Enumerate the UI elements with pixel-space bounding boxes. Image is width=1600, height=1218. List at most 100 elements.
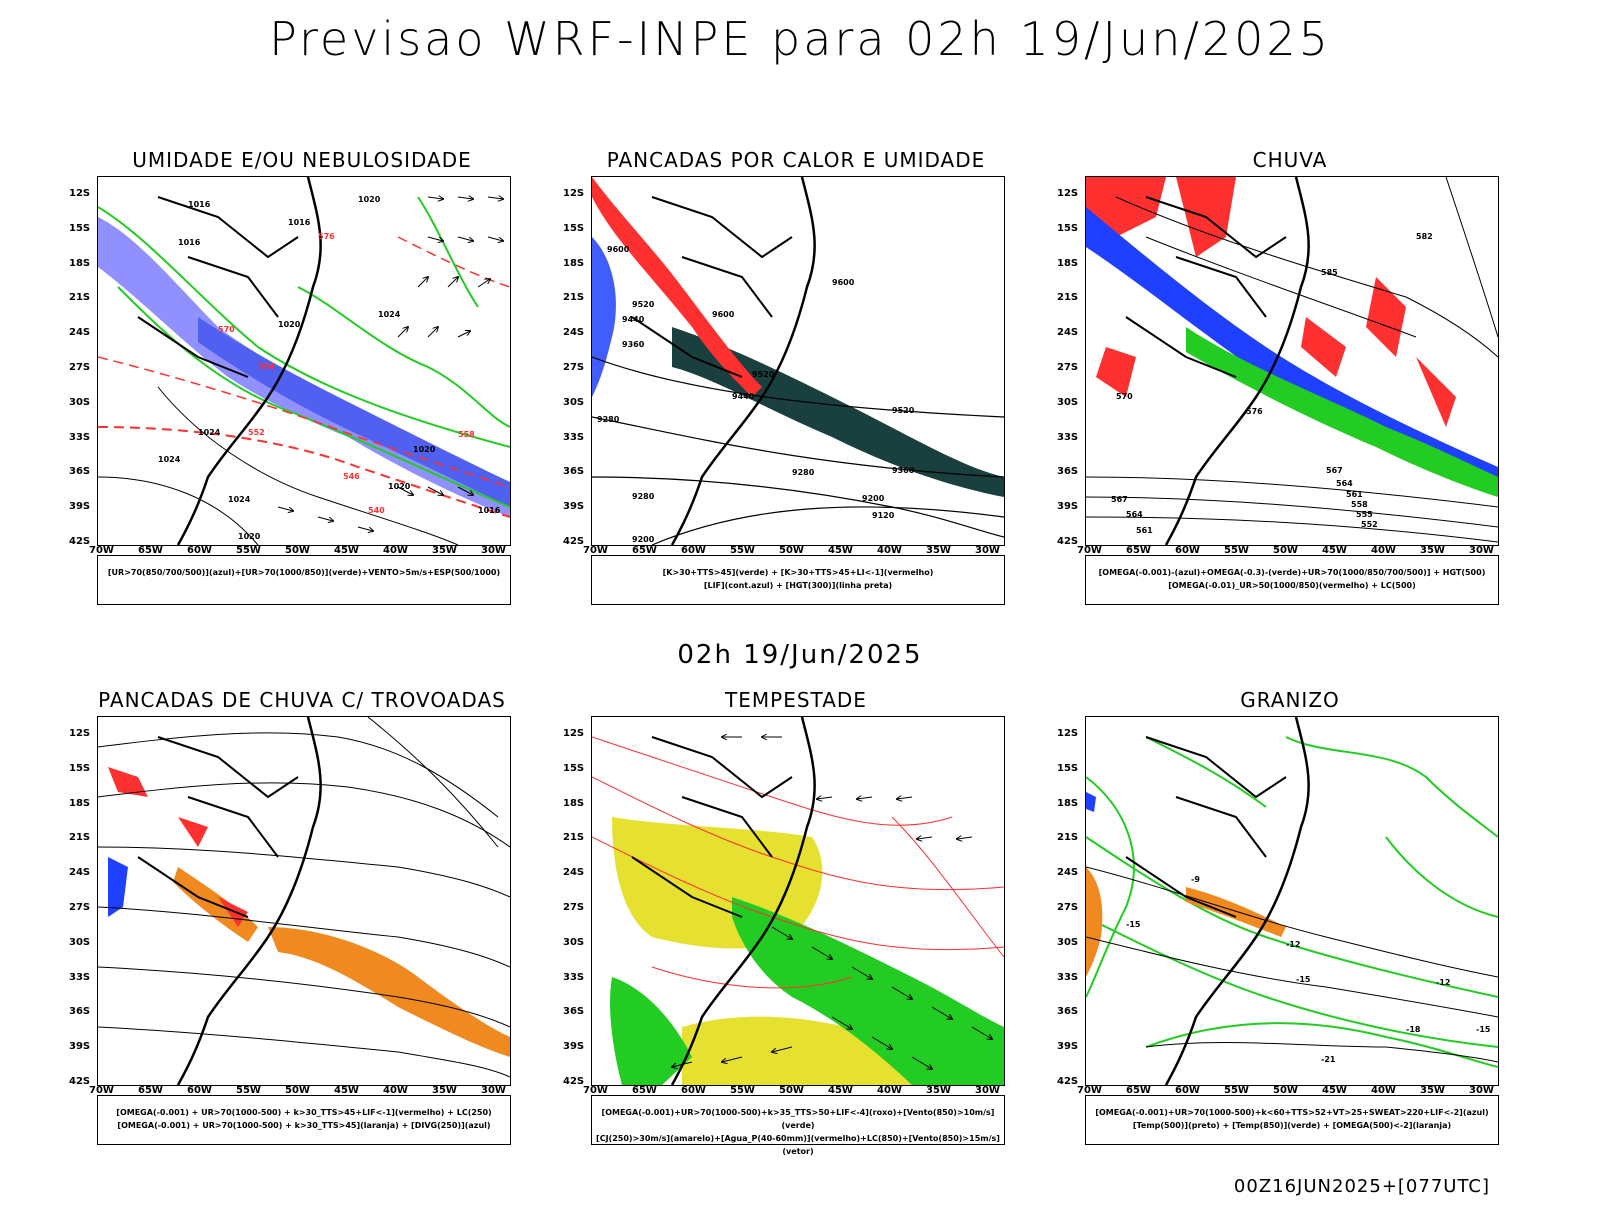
legend-line: [OMEGA(-0.001) + UR>70(1000-500) + k>30_… — [117, 1121, 491, 1130]
strong-instability-area — [592, 177, 762, 397]
lat-label: 21S — [1057, 832, 1079, 844]
lon-label: 30W — [481, 545, 506, 556]
contour-label: 570 — [1116, 392, 1133, 401]
lon-label: 55W — [236, 545, 261, 556]
lat-label: 33S — [563, 971, 585, 983]
contour-label: 1024 — [228, 495, 251, 504]
lat-label: 33S — [69, 971, 91, 983]
panel-hail: GRANIZO -9 -12 — [1030, 688, 1550, 1218]
lon-label: 50W — [1273, 545, 1298, 556]
contour-label: -15 — [1126, 920, 1141, 929]
lat-label: 42S — [563, 536, 585, 547]
map-frame — [97, 716, 511, 1086]
lon-label: 55W — [730, 545, 755, 556]
lon-label: 40W — [1371, 1085, 1396, 1096]
lat-label: 15S — [563, 762, 585, 774]
lon-label: 65W — [1126, 545, 1151, 556]
hail-map: -9 -12 -15 -12 -15 -18 -15 -21 — [1086, 717, 1498, 1085]
lon-label: 50W — [779, 545, 804, 556]
contour-label: 9520 — [752, 370, 775, 379]
lat-label: 30S — [1057, 396, 1079, 408]
streamlines — [98, 717, 510, 1078]
panel-title: PANCADAS POR CALOR E UMIDADE — [606, 148, 986, 172]
lat-label: 18S — [1057, 257, 1079, 269]
contour-label: 9440 — [622, 315, 645, 324]
lon-label: 45W — [1322, 545, 1347, 556]
streamlines — [1086, 177, 1498, 543]
contour-label: 9600 — [712, 310, 735, 319]
lat-label: 15S — [69, 222, 91, 234]
contour-label: 567 — [1326, 466, 1343, 475]
contour-label: -18 — [1406, 1025, 1421, 1034]
lon-label: 30W — [1469, 1085, 1494, 1096]
lat-label: 36S — [1057, 1006, 1079, 1018]
lon-label: 55W — [1224, 545, 1249, 556]
lat-label: 36S — [563, 466, 585, 478]
lat-label: 42S — [69, 1076, 91, 1087]
lat-label: 12S — [69, 728, 91, 739]
legend: [OMEGA(-0.001)-(azul)+OMEGA(-0.3)-(verde… — [1085, 555, 1499, 605]
legend-line: [OMEGA(-0.001)+UR>70(1000-500)+k<60+TTS>… — [1095, 1108, 1489, 1117]
thunderstorm-showers-map — [98, 717, 510, 1085]
lon-label: 50W — [285, 545, 310, 556]
lat-label: 30S — [563, 396, 585, 408]
instability-area — [672, 327, 1004, 497]
lat-label: 36S — [69, 466, 91, 478]
lon-label: 60W — [681, 545, 706, 556]
lat-label: 39S — [1057, 501, 1079, 513]
rain-green-band — [1186, 327, 1498, 497]
lon-label: 35W — [432, 1085, 457, 1096]
contour-label: 9520 — [892, 406, 915, 415]
legend-line: [K>30+TTS>45](verde) + [K>30+TTS>45+LI<-… — [662, 568, 934, 577]
rain-map: 582 585 576 570 567 564 561 558 555 552 … — [1086, 177, 1498, 545]
panel-title: CHUVA — [1252, 148, 1328, 172]
lat-label: 42S — [1057, 1076, 1079, 1087]
rain-blue-band — [1086, 207, 1498, 487]
lat-label: 21S — [1057, 292, 1079, 304]
lat-label: 27S — [563, 362, 585, 373]
contour-label: 9600 — [832, 278, 855, 287]
contour-label: 585 — [1321, 268, 1338, 277]
contour-label-group: 1016 1016 1016 1020 1024 1020 1024 1024 … — [158, 195, 501, 541]
map-frame: 582 585 576 570 567 564 561 558 555 552 … — [1085, 176, 1499, 546]
contour-label: 552 — [1361, 520, 1378, 529]
lat-label: 33S — [1057, 971, 1079, 983]
lat-label: 30S — [1057, 936, 1079, 948]
strong-wind-area — [732, 897, 1004, 1085]
coastline — [670, 717, 816, 1085]
lat-label: 39S — [69, 501, 91, 513]
contour-label: 1020 — [238, 532, 261, 541]
lat-label: 24S — [1057, 867, 1079, 879]
lat-label: 36S — [1057, 466, 1079, 478]
lon-label: 65W — [138, 545, 163, 556]
lon-label: 55W — [236, 1085, 261, 1096]
contour-label: 1016 — [288, 218, 311, 227]
lat-label: 21S — [69, 292, 91, 304]
wind-vectors — [277, 197, 503, 531]
panel-title: GRANIZO — [1240, 688, 1340, 712]
storm-map — [592, 717, 1004, 1085]
lon-label: 30W — [975, 1085, 1000, 1096]
contour-label: 552 — [248, 428, 265, 437]
run-info: 00Z16JUN2025+[077UTC] — [1233, 1176, 1490, 1197]
lon-label: 60W — [1175, 1085, 1200, 1096]
contour-label-group: 582 585 576 570 567 564 561 558 555 552 … — [1111, 232, 1433, 535]
lat-label: 15S — [563, 222, 585, 234]
lat-label: 24S — [1057, 327, 1079, 339]
lat-label: 30S — [69, 936, 91, 948]
lon-label: 50W — [285, 1085, 310, 1096]
contour-label: 9440 — [732, 392, 755, 401]
lon-label: 35W — [926, 1085, 951, 1096]
contour-label: 1024 — [378, 310, 401, 319]
contour-label: 582 — [1416, 232, 1433, 241]
lat-label: 27S — [69, 902, 91, 913]
lon-label: 40W — [383, 545, 408, 556]
lat-label: 24S — [69, 327, 91, 339]
thickness-line — [397, 236, 510, 288]
divergence-blue-area — [108, 857, 128, 917]
height-contours — [592, 356, 1004, 545]
hail-blue-area — [1086, 792, 1096, 812]
legend: [UR>70(850/700/500)](azul)+[UR>70(1000/8… — [97, 555, 511, 605]
humidity-band-core — [198, 317, 510, 507]
panel-thunderstorm-showers: PANCADAS DE CHUVA C/ TROVOADAS — [42, 688, 562, 1218]
